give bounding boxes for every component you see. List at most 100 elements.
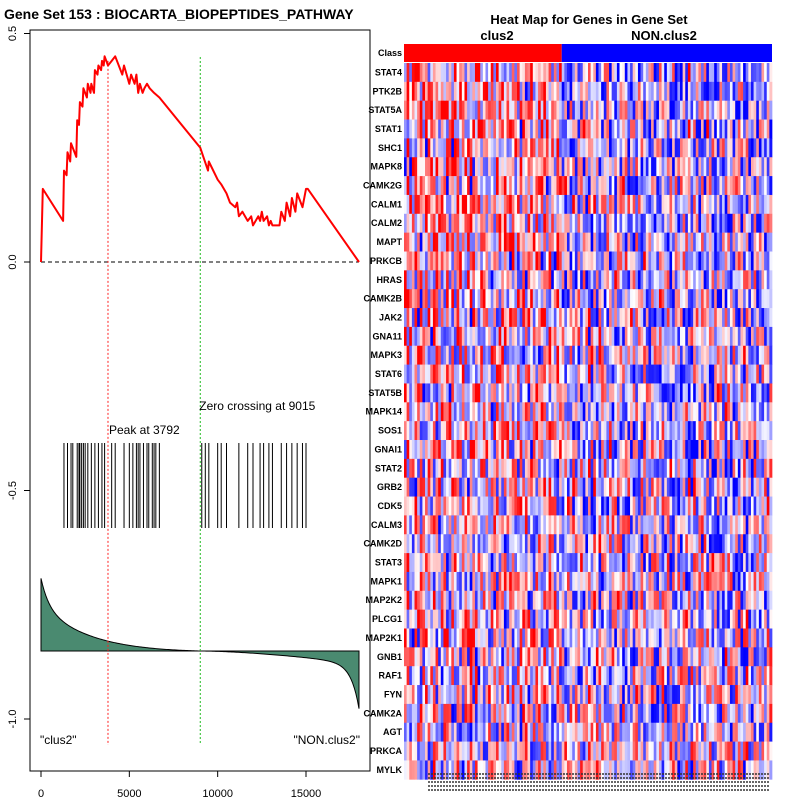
heatmap-cell (764, 308, 767, 327)
heatmap-cell (457, 383, 460, 402)
heatmap-cell (417, 723, 420, 742)
heatmap-cell (507, 308, 510, 327)
heatmap-cell (554, 421, 557, 440)
heatmap-cell (748, 289, 751, 308)
heatmap-cell (733, 440, 736, 459)
heatmap-cell (433, 421, 436, 440)
heatmap-cell (643, 214, 646, 233)
heatmap-cell (530, 610, 533, 629)
heatmap-cell (612, 497, 615, 516)
heatmap-cell (738, 704, 741, 723)
heatmap-cell (746, 515, 749, 534)
heatmap-cell (627, 327, 630, 346)
heatmap-cell (606, 534, 609, 553)
heatmap-cell (422, 252, 425, 271)
heatmap-cell (654, 327, 657, 346)
heatmap-cell (683, 327, 686, 346)
heatmap-cell (412, 478, 415, 497)
heatmap-cell (691, 591, 694, 610)
heatmap-cell (425, 610, 428, 629)
heatmap-cell (564, 534, 567, 553)
heatmap-cell (562, 685, 565, 704)
heatmap-cell (585, 195, 588, 214)
heatmap-cell (570, 157, 573, 176)
heatmap-cell (756, 440, 759, 459)
heatmap-cell (551, 440, 554, 459)
heatmap-cell (688, 101, 691, 120)
heatmap-cell (630, 383, 633, 402)
heatmap-cell (454, 270, 457, 289)
heatmap-cell (491, 591, 494, 610)
heatmap-cell (567, 101, 570, 120)
heatmap-cell (504, 120, 507, 139)
heatmap-cell (538, 289, 541, 308)
heatmap-cell (588, 647, 591, 666)
heatmap-cell (412, 176, 415, 195)
heatmap-cell (601, 195, 604, 214)
heatmap-cell (648, 63, 651, 82)
heatmap-cell (475, 195, 478, 214)
heatmap-cell (680, 610, 683, 629)
heatmap-cell (643, 440, 646, 459)
heatmap-cell (746, 383, 749, 402)
heatmap-cell (530, 233, 533, 252)
heatmap-cell (759, 553, 762, 572)
heatmap-cell (509, 101, 512, 120)
heatmap-cell (701, 704, 704, 723)
heatmap-cell (559, 497, 562, 516)
heatmap-cell (472, 440, 475, 459)
heatmap-cell (641, 101, 644, 120)
heatmap-cell (572, 138, 575, 157)
heatmap-cell (685, 101, 688, 120)
heatmap-cell (727, 157, 730, 176)
heatmap-cell (604, 101, 607, 120)
heatmap-cell (509, 515, 512, 534)
heatmap-cell (696, 515, 699, 534)
heatmap-cell (638, 421, 641, 440)
heatmap-cell (457, 252, 460, 271)
heatmap-cell (438, 327, 441, 346)
heatmap-cell (625, 365, 628, 384)
heatmap-cell (769, 138, 772, 157)
heatmap-cell (538, 666, 541, 685)
heatmap-cell (530, 629, 533, 648)
heatmap-cell (459, 289, 462, 308)
heatmap-cell (701, 459, 704, 478)
heatmap-cell (464, 157, 467, 176)
heatmap-cell (751, 534, 754, 553)
heatmap-cell (756, 346, 759, 365)
heatmap-cell (577, 327, 580, 346)
heatmap-cell (509, 402, 512, 421)
heatmap-cell (562, 553, 565, 572)
heatmap-cell (712, 214, 715, 233)
heatmap-cell (735, 440, 738, 459)
heatmap-cell (654, 685, 657, 704)
heatmap-cell (630, 63, 633, 82)
heatmap-cell (680, 402, 683, 421)
heatmap-cell (443, 270, 446, 289)
heatmap-cell (564, 459, 567, 478)
heatmap-cell (443, 346, 446, 365)
heatmap-cell (730, 270, 733, 289)
heatmap-cell (641, 365, 644, 384)
heatmap-cell (491, 534, 494, 553)
heatmap-cell (412, 346, 415, 365)
heatmap-cell (430, 346, 433, 365)
heatmap-cell (614, 421, 617, 440)
heatmap-cell (433, 157, 436, 176)
heatmap-cell (614, 478, 617, 497)
heatmap-cell (685, 685, 688, 704)
heatmap-cell (564, 289, 567, 308)
heatmap-cell (491, 289, 494, 308)
heatmap-cell (567, 327, 570, 346)
heatmap-cell (517, 383, 520, 402)
heatmap-cell (627, 82, 630, 101)
heatmap-cell (483, 63, 486, 82)
heatmap-cell (580, 497, 583, 516)
heatmap-cell (733, 63, 736, 82)
heatmap-cell (517, 214, 520, 233)
heatmap-cell (635, 63, 638, 82)
heatmap-cell (648, 459, 651, 478)
heatmap-cell (659, 101, 662, 120)
heatmap-cell (412, 459, 415, 478)
